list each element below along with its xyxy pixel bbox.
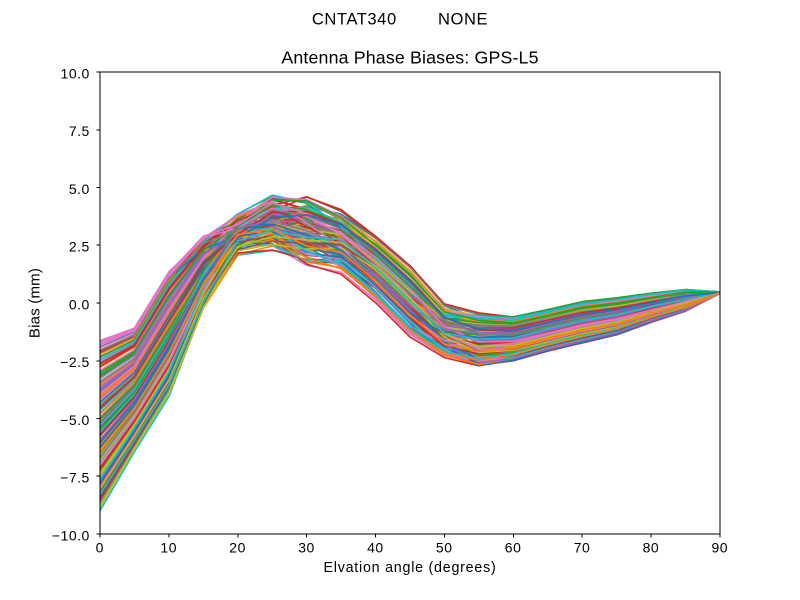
svg-text:20: 20 <box>229 539 246 555</box>
svg-text:Antenna Phase Biases: GPS-L5: Antenna Phase Biases: GPS-L5 <box>281 47 538 67</box>
svg-text:0.0: 0.0 <box>69 296 90 312</box>
svg-text:0: 0 <box>96 539 104 555</box>
svg-text:80: 80 <box>643 539 660 555</box>
svg-text:10.0: 10.0 <box>61 65 90 81</box>
svg-text:90: 90 <box>712 539 729 555</box>
svg-text:7.5: 7.5 <box>69 123 90 139</box>
svg-text:−10.0: −10.0 <box>52 527 90 543</box>
svg-text:CNTAT340 NONE: CNTAT340 NONE <box>312 9 488 28</box>
svg-text:−5.0: −5.0 <box>60 412 90 428</box>
svg-text:50: 50 <box>436 539 453 555</box>
svg-text:−2.5: −2.5 <box>60 354 90 370</box>
svg-text:40: 40 <box>367 539 384 555</box>
svg-text:Elvation angle (degrees): Elvation angle (degrees) <box>324 560 497 576</box>
svg-text:Bias (mm): Bias (mm) <box>26 268 43 338</box>
svg-text:60: 60 <box>505 539 522 555</box>
svg-text:30: 30 <box>298 539 315 555</box>
svg-text:5.0: 5.0 <box>69 181 90 197</box>
svg-text:−7.5: −7.5 <box>60 470 90 486</box>
svg-text:10: 10 <box>160 539 177 555</box>
svg-text:2.5: 2.5 <box>69 239 90 255</box>
svg-text:70: 70 <box>574 539 591 555</box>
